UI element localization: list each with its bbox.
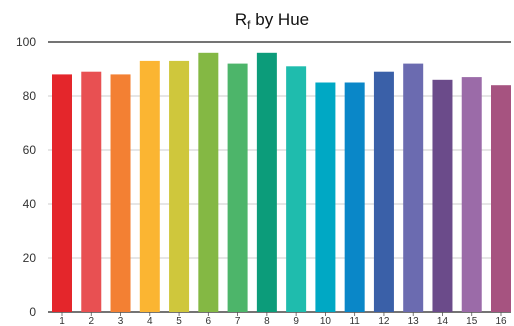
x-tick-label-6: 6 <box>206 316 212 326</box>
bar-14 <box>432 79 453 312</box>
chart-title-rest: by Hue <box>251 10 310 29</box>
bar-1 <box>52 74 72 313</box>
bar-8 <box>256 52 277 313</box>
y-tick-label-100: 100 <box>16 35 36 49</box>
x-tick-label-7: 7 <box>235 316 241 326</box>
y-tick-label-20: 20 <box>23 251 37 265</box>
x-tick-label-13: 13 <box>408 316 420 326</box>
bar-7 <box>227 63 248 312</box>
y-tick-label-40: 40 <box>23 197 37 211</box>
bar-11 <box>344 82 365 312</box>
x-tick-label-2: 2 <box>88 316 94 326</box>
x-tick-label-3: 3 <box>118 316 124 326</box>
bars <box>52 52 511 313</box>
bar-6 <box>198 52 219 313</box>
bar-9 <box>286 66 307 312</box>
x-tick-label-9: 9 <box>293 316 299 326</box>
bar-13 <box>403 63 424 312</box>
bar-3 <box>110 74 131 313</box>
bar-5 <box>169 60 190 313</box>
y-tick-label-80: 80 <box>23 89 37 103</box>
chart-title-subscript: f <box>247 18 251 32</box>
x-tick-label-5: 5 <box>176 316 182 326</box>
bar-2 <box>81 71 102 312</box>
x-tick-label-16: 16 <box>495 316 507 326</box>
x-tick-label-8: 8 <box>264 316 270 326</box>
x-tick-label-14: 14 <box>437 316 449 326</box>
x-axis-tick-labels: 1 2 3 4 5 6 7 8 9 10 11 12 13 14 15 16 <box>59 312 507 326</box>
bar-10 <box>315 82 336 312</box>
x-tick-label-4: 4 <box>147 316 153 326</box>
x-tick-label-12: 12 <box>378 316 390 326</box>
chart-title: Rf by Hue <box>235 10 309 32</box>
y-axis-tick-labels: 0 20 40 60 80 100 <box>16 35 36 319</box>
chart-title-main: R <box>235 10 247 29</box>
bar-12 <box>373 71 394 312</box>
y-tick-label-60: 60 <box>23 143 37 157</box>
x-tick-label-10: 10 <box>320 316 332 326</box>
bar-4 <box>139 60 160 313</box>
x-tick-label-15: 15 <box>466 316 478 326</box>
bar-15 <box>461 77 482 312</box>
bar-16 <box>491 85 511 312</box>
y-tick-label-0: 0 <box>29 305 36 319</box>
x-tick-label-11: 11 <box>349 316 360 326</box>
x-tick-label-1: 1 <box>59 316 65 326</box>
